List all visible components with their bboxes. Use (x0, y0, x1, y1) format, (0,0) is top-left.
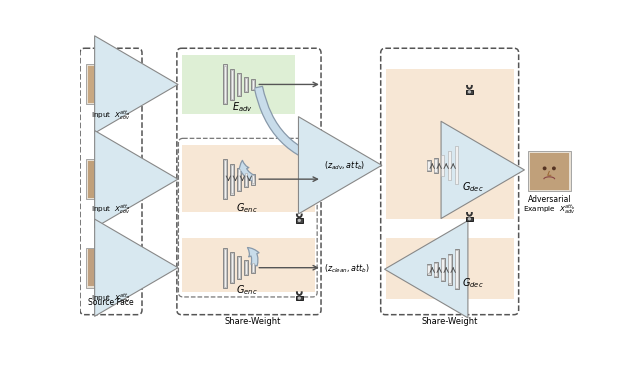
Bar (386, 238, 514, 299)
Bar (182, 145, 315, 212)
Bar (244, 78, 247, 91)
Bar (448, 254, 452, 285)
Circle shape (114, 80, 118, 83)
Bar (88, 66, 134, 103)
Bar (230, 69, 234, 100)
Bar (182, 238, 315, 292)
Text: Share-Weight: Share-Weight (224, 317, 280, 326)
Bar (427, 160, 431, 171)
Bar (244, 171, 248, 187)
Bar (244, 260, 248, 275)
Text: Input  $X_{cov}^{att_a}$: Input $X_{cov}^{att_a}$ (91, 202, 131, 215)
Circle shape (552, 166, 556, 170)
Text: $E_{adv}$: $E_{adv}$ (232, 100, 253, 114)
Bar (449, 151, 451, 179)
Bar (86, 64, 136, 104)
Circle shape (468, 218, 470, 220)
Bar (230, 70, 233, 99)
Text: $G_{dec}$: $G_{dec}$ (461, 180, 483, 194)
Bar (296, 296, 303, 300)
Bar (448, 150, 452, 181)
Bar (252, 175, 254, 184)
Bar (237, 74, 240, 95)
Bar (223, 248, 227, 288)
Bar (88, 161, 134, 198)
Bar (528, 151, 571, 191)
Bar (251, 262, 255, 273)
Bar (441, 258, 445, 281)
Bar (252, 80, 254, 89)
Bar (454, 145, 459, 185)
Bar (529, 153, 569, 190)
Bar (428, 161, 430, 169)
Circle shape (114, 263, 118, 266)
Bar (296, 218, 303, 223)
Bar (454, 249, 459, 289)
Bar (442, 155, 444, 176)
Bar (251, 174, 255, 185)
Bar (230, 252, 234, 283)
Circle shape (543, 166, 547, 170)
FancyArrowPatch shape (248, 248, 259, 266)
Bar (449, 255, 451, 283)
Bar (223, 159, 227, 199)
Circle shape (104, 263, 108, 266)
Text: $G_{enc}$: $G_{enc}$ (236, 283, 258, 297)
Circle shape (104, 174, 108, 178)
Text: Input  $X_{cov}^{att_a}$: Input $X_{cov}^{att_a}$ (91, 291, 131, 304)
Bar (252, 263, 254, 272)
Bar (455, 147, 458, 184)
Text: Adversarial: Adversarial (527, 195, 571, 204)
Text: Example  $X_{adv}^{att_b}$: Example $X_{adv}^{att_b}$ (523, 202, 575, 216)
Circle shape (114, 174, 118, 178)
Bar (230, 165, 233, 194)
Bar (244, 77, 248, 92)
Bar (442, 259, 444, 280)
Bar (88, 249, 134, 286)
FancyArrowPatch shape (239, 160, 255, 181)
Bar (244, 261, 247, 274)
Bar (251, 79, 255, 90)
Bar (434, 158, 438, 173)
Bar (455, 250, 458, 288)
Bar (466, 90, 473, 94)
Circle shape (468, 91, 470, 93)
Bar (428, 265, 430, 273)
Bar (86, 248, 136, 288)
Bar (435, 263, 437, 276)
Bar (435, 159, 437, 172)
Bar (223, 65, 227, 103)
Bar (466, 216, 473, 221)
Text: Share-Weight: Share-Weight (421, 317, 477, 326)
Bar (223, 249, 227, 286)
Bar (427, 264, 431, 275)
Bar (223, 160, 227, 198)
Circle shape (104, 80, 108, 83)
Bar (434, 262, 438, 277)
Bar (386, 69, 514, 219)
Bar (237, 256, 241, 279)
Text: Source Face: Source Face (88, 298, 134, 307)
Bar (182, 55, 294, 114)
Circle shape (298, 219, 300, 221)
FancyArrowPatch shape (254, 86, 344, 170)
Bar (237, 257, 240, 278)
Circle shape (298, 297, 300, 299)
Text: $(z_{adv}, att_b)$: $(z_{adv}, att_b)$ (324, 159, 365, 172)
Text: Input  $X_{cov}^{att_a}$: Input $X_{cov}^{att_a}$ (91, 108, 131, 121)
Bar (223, 64, 227, 104)
Text: $(z_{clean}, att_b)$: $(z_{clean}, att_b)$ (324, 263, 370, 276)
Text: $G_{dec}$: $G_{dec}$ (461, 276, 483, 290)
Bar (244, 172, 247, 186)
Text: $G_{enc}$: $G_{enc}$ (236, 201, 258, 215)
Bar (441, 154, 445, 177)
Bar (237, 73, 241, 96)
Bar (237, 168, 241, 191)
Bar (230, 253, 233, 282)
Bar (230, 164, 234, 195)
Bar (86, 159, 136, 199)
Bar (237, 169, 240, 189)
